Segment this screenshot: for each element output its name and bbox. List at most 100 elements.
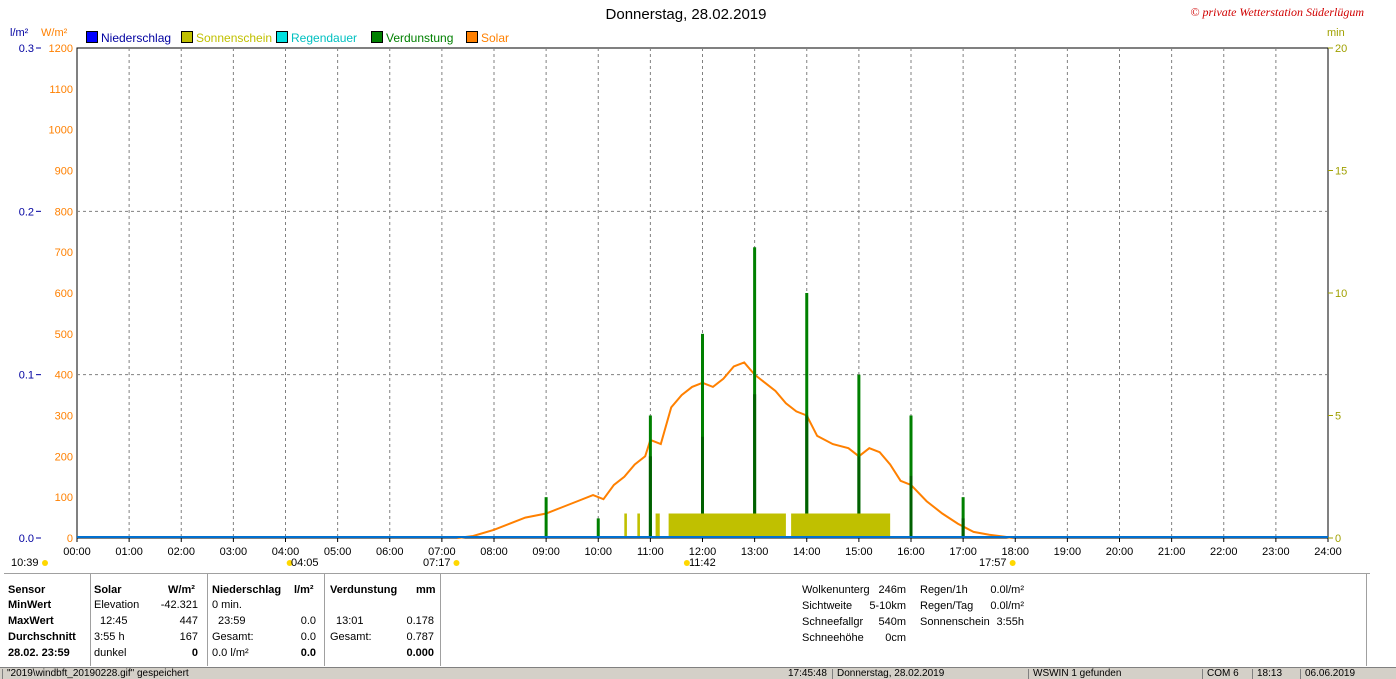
y-solar-tick-label: 200 bbox=[55, 451, 73, 463]
axis-unit-solar: W/m² bbox=[41, 27, 68, 39]
y-solar-tick-label: 1000 bbox=[49, 125, 73, 137]
weather-value: 540m bbox=[878, 616, 906, 628]
x-tick-label: 14:00 bbox=[793, 546, 821, 558]
y-solar-tick-label: 300 bbox=[55, 411, 73, 423]
x-tick-label: 03:00 bbox=[220, 546, 248, 558]
x-tick-label: 02:00 bbox=[167, 546, 195, 558]
sun-marker bbox=[453, 560, 460, 566]
weather-label: Schneefallgr bbox=[802, 616, 864, 628]
y-solar-tick-label: 1100 bbox=[49, 84, 73, 96]
x-tick-label: 11:00 bbox=[637, 546, 664, 558]
x-tick-label: 08:00 bbox=[480, 546, 508, 558]
y-solar-tick-label: 900 bbox=[55, 166, 73, 178]
solar-line bbox=[457, 361, 1013, 539]
y-min-tick-label: 15 bbox=[1335, 166, 1347, 178]
status-port: COM 6 bbox=[1202, 669, 1251, 679]
marker-sunset: 17:57 bbox=[979, 557, 1007, 569]
weather-value: 0cm bbox=[885, 632, 906, 644]
legend-label: Solar bbox=[481, 31, 510, 45]
status-time: 17:45:48 bbox=[788, 668, 827, 679]
sun-marker bbox=[683, 560, 690, 566]
axis-unit-min: min bbox=[1327, 27, 1345, 39]
stats-panel: Sensor Solar W/m² Niederschlag l/m² Verd… bbox=[4, 573, 1370, 666]
legend-swatch bbox=[466, 31, 478, 43]
stat-verd-a: Gesamt: bbox=[330, 631, 372, 643]
y-precip-tick-label: 0.2 bbox=[19, 206, 34, 218]
legend-label: Regendauer bbox=[291, 31, 358, 45]
y-solar-tick-label: 400 bbox=[55, 370, 73, 382]
hdr-solar: Solar bbox=[94, 584, 122, 596]
x-tick-label: 10:00 bbox=[584, 546, 612, 558]
hdr-niederschlag: Niederschlag bbox=[212, 584, 282, 596]
hdr-nied-unit: l/m² bbox=[294, 584, 314, 596]
evaporation-bar bbox=[596, 518, 600, 538]
status-date: Donnerstag, 28.02.2019 bbox=[832, 669, 1027, 679]
stat-solar-b: 167 bbox=[179, 631, 198, 643]
x-tick-label: 09:00 bbox=[532, 546, 560, 558]
y-min-tick-label: 20 bbox=[1335, 43, 1347, 55]
x-tick-label: 17:00 bbox=[949, 546, 977, 558]
legend-item: Verdunstung bbox=[371, 31, 453, 45]
y-min-tick-label: 5 bbox=[1335, 411, 1341, 423]
sunshine-block bbox=[637, 513, 640, 538]
x-tick-label: 00:00 bbox=[63, 546, 91, 558]
legend-item: Regendauer bbox=[276, 31, 357, 45]
evaporation-bar bbox=[701, 333, 704, 538]
stat-nied-a: 23:59 bbox=[218, 615, 246, 627]
stat-solar-a: 3:55 h bbox=[94, 631, 125, 643]
stat-nied-a: 0 min. bbox=[212, 599, 242, 611]
chart-area: 00:00 01:00 02:00 03:00 04:00 05:00 06:00 07:00… bbox=[19, 43, 1347, 566]
y-precip-tick-label: 0.1 bbox=[19, 370, 34, 382]
status-clock: 18:13 bbox=[1252, 669, 1301, 679]
rain-label: Sonnenschein bbox=[920, 616, 990, 628]
marker-noon: 11:42 bbox=[689, 557, 716, 569]
y-solar-tick-label: 0 bbox=[67, 533, 73, 545]
x-tick-label: 22:00 bbox=[1210, 546, 1238, 558]
legend-item: Solar bbox=[466, 31, 509, 45]
stat-nied-a: 0.0 l/m² bbox=[212, 647, 249, 659]
stat-nied-b: 0.0 bbox=[300, 631, 316, 643]
evaporation-bar-inner bbox=[961, 518, 965, 538]
x-tick-label: 05:00 bbox=[324, 546, 352, 558]
stat-verd-b: 0.178 bbox=[406, 615, 434, 627]
stat-solar-b: 0 bbox=[191, 647, 198, 659]
evaporation-bar-inner bbox=[909, 475, 913, 538]
evaporation-bar-inner bbox=[805, 415, 809, 538]
legend-label: Sonnenschein bbox=[196, 31, 273, 45]
x-tick-label: 19:00 bbox=[1054, 546, 1082, 558]
weather-label: Wolkenunterg bbox=[802, 584, 870, 596]
legend-item: Sonnenschein bbox=[181, 31, 272, 45]
evaporation-bar bbox=[961, 497, 965, 538]
hdr-solar-unit: W/m² bbox=[168, 584, 195, 596]
legend-label: Niederschlag bbox=[101, 31, 172, 45]
evaporation-bar bbox=[857, 374, 861, 538]
y-solar-tick-label: 1200 bbox=[49, 43, 73, 55]
legend-swatch bbox=[276, 31, 288, 43]
y-solar-tick-label: 100 bbox=[55, 492, 73, 504]
stat-nied-b: 0.0 bbox=[300, 615, 316, 627]
rain-label: Regen/Tag bbox=[920, 600, 974, 612]
chart-title: Donnerstag, 28.02.2019 bbox=[605, 6, 767, 23]
status-today: 06.06.2019 bbox=[1300, 669, 1395, 679]
x-tick-label: 18:00 bbox=[1001, 546, 1029, 558]
sunshine-block bbox=[668, 513, 786, 538]
evaporation-bar-inner bbox=[701, 436, 704, 538]
evaporation-bar bbox=[753, 247, 757, 538]
rain-value: 0.0l/m² bbox=[990, 584, 1024, 596]
y-precip-tick-label: 0.0 bbox=[19, 533, 34, 545]
watermark: © private Wetterstation Süderlügum bbox=[1190, 5, 1364, 19]
x-tick-label: 04:00 bbox=[272, 546, 300, 558]
evaporation-bar-inner bbox=[648, 456, 652, 538]
x-tick-label: 23:00 bbox=[1262, 546, 1290, 558]
hdr-sensor: Sensor bbox=[8, 584, 46, 596]
legend-swatch bbox=[371, 31, 383, 43]
rain-value: 0.0l/m² bbox=[990, 600, 1024, 612]
axis-unit-precip: l/m² bbox=[10, 27, 29, 39]
y-solar-tick-label: 600 bbox=[55, 288, 73, 300]
x-tick-label: 21:00 bbox=[1158, 546, 1186, 558]
legend-swatch bbox=[86, 31, 98, 43]
stat-solar-a: dunkel bbox=[94, 647, 127, 659]
x-tick-label: 07:00 bbox=[428, 546, 456, 558]
weather-value: 5-10km bbox=[869, 600, 906, 612]
x-tick-label: 20:00 bbox=[1106, 546, 1134, 558]
